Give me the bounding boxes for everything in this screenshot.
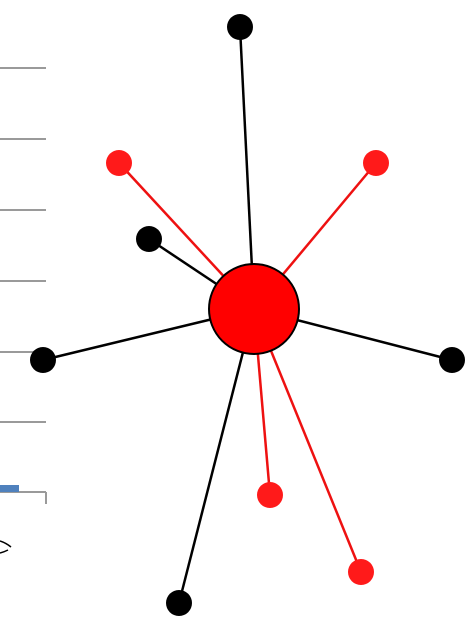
spoke-bottom-right-red-long [252, 308, 363, 573]
spoke-top [238, 26, 256, 310]
outer-nodes [30, 14, 465, 616]
node-upper-left-short-black [136, 226, 162, 252]
partial-chart-fragment [0, 67, 47, 554]
node-bottom-right-red-short [257, 482, 283, 508]
node-bottom-left-black [166, 590, 192, 616]
node-top-black [227, 14, 253, 40]
node-upper-left-red [106, 150, 132, 176]
partial-bar [0, 485, 19, 492]
partial-label-stroke [0, 540, 12, 554]
node-left-black [30, 347, 56, 373]
node-right-black [439, 347, 465, 373]
node-upper-right-red [363, 150, 389, 176]
spoke-bottom-left-black [177, 308, 256, 604]
hub-node [208, 263, 300, 355]
node-bottom-right-red-long [348, 559, 374, 585]
